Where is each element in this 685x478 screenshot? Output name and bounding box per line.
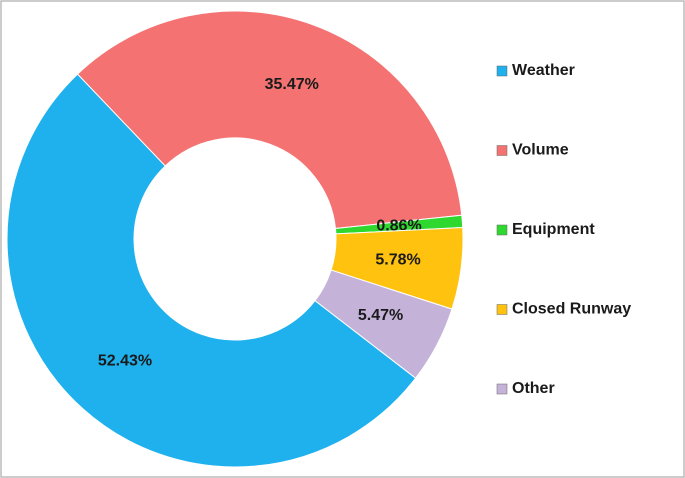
data-label: 35.47% (265, 76, 319, 93)
legend-marker (496, 65, 508, 77)
legend-label: Volume (512, 142, 569, 159)
legend-marker (496, 145, 508, 156)
legend-marker (496, 383, 508, 395)
legend-label: Other (512, 380, 555, 397)
donut-slice (6, 73, 417, 468)
legend-label: Weather (512, 62, 575, 79)
donut-slice (76, 10, 463, 230)
donut-slice (314, 269, 453, 379)
data-label: 5.47% (358, 307, 403, 324)
legend-marker (496, 304, 508, 315)
data-label: 52.43% (98, 353, 152, 370)
legend-label: Equipment (512, 221, 595, 238)
legend-label: Closed Runway (512, 301, 631, 318)
legend-marker (496, 224, 508, 236)
data-label: 5.78% (375, 252, 420, 269)
